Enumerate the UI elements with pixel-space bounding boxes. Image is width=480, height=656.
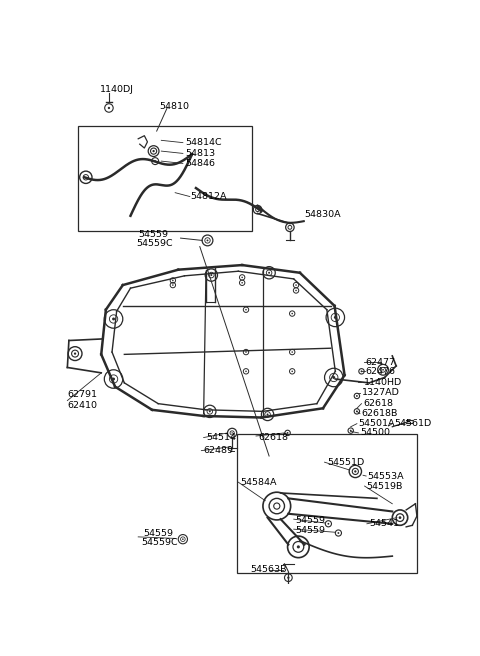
- Text: 62618: 62618: [258, 433, 288, 442]
- Text: 54813: 54813: [185, 149, 216, 158]
- Text: 54830A: 54830A: [304, 210, 341, 218]
- Text: 62791: 62791: [67, 390, 97, 399]
- Text: 54541: 54541: [369, 520, 399, 528]
- Circle shape: [241, 282, 243, 283]
- Circle shape: [360, 371, 362, 372]
- Circle shape: [245, 371, 247, 372]
- Circle shape: [350, 430, 352, 432]
- Circle shape: [291, 352, 293, 353]
- Circle shape: [112, 318, 115, 320]
- Circle shape: [287, 577, 289, 579]
- Circle shape: [112, 378, 115, 380]
- Circle shape: [245, 352, 247, 353]
- Circle shape: [291, 313, 293, 314]
- Text: 62618: 62618: [363, 399, 393, 408]
- Text: 1327AD: 1327AD: [361, 388, 399, 398]
- Circle shape: [291, 371, 293, 372]
- Circle shape: [266, 413, 268, 415]
- Text: 54551D: 54551D: [328, 458, 365, 466]
- Text: 54563B: 54563B: [251, 565, 287, 575]
- Text: 62476: 62476: [365, 367, 396, 376]
- Text: 54559C: 54559C: [141, 538, 178, 546]
- Circle shape: [356, 411, 358, 412]
- Circle shape: [209, 411, 211, 413]
- Text: 54559: 54559: [138, 230, 168, 239]
- Text: 54559C: 54559C: [137, 239, 173, 248]
- Text: 54559: 54559: [295, 526, 325, 535]
- Text: 54814C: 54814C: [185, 138, 222, 147]
- Text: 54559: 54559: [143, 529, 173, 537]
- Text: 54519B: 54519B: [366, 482, 403, 491]
- Bar: [237, 434, 417, 573]
- Circle shape: [398, 516, 401, 519]
- Text: 54812A: 54812A: [191, 192, 227, 201]
- Circle shape: [356, 395, 358, 397]
- Circle shape: [334, 316, 337, 319]
- Text: 1140DJ: 1140DJ: [100, 85, 134, 94]
- Text: 54561D: 54561D: [394, 419, 431, 428]
- Circle shape: [172, 284, 174, 286]
- Circle shape: [295, 290, 297, 291]
- Circle shape: [287, 432, 288, 434]
- Circle shape: [268, 272, 270, 274]
- Text: 1140HD: 1140HD: [364, 378, 402, 386]
- Text: 62489: 62489: [203, 446, 233, 455]
- Circle shape: [182, 539, 184, 540]
- Text: 54501A: 54501A: [359, 419, 395, 428]
- Circle shape: [231, 432, 233, 434]
- Text: 62477: 62477: [365, 358, 396, 367]
- Circle shape: [74, 352, 76, 355]
- Text: 54584A: 54584A: [240, 478, 277, 487]
- Text: 62410: 62410: [67, 401, 97, 410]
- Circle shape: [210, 274, 212, 276]
- Text: 54500: 54500: [360, 428, 390, 438]
- Text: 54553A: 54553A: [368, 472, 404, 481]
- Circle shape: [382, 369, 384, 371]
- Bar: [78, 127, 252, 231]
- Circle shape: [327, 523, 329, 525]
- Circle shape: [172, 279, 174, 281]
- Text: 54514: 54514: [206, 433, 236, 442]
- Text: 62618B: 62618B: [361, 409, 398, 418]
- Circle shape: [206, 239, 208, 241]
- Circle shape: [153, 150, 155, 152]
- Text: 54846: 54846: [185, 159, 215, 168]
- Circle shape: [108, 107, 110, 109]
- Circle shape: [245, 309, 247, 310]
- Circle shape: [337, 532, 339, 534]
- Text: 54559: 54559: [295, 516, 325, 525]
- Circle shape: [354, 470, 357, 472]
- Circle shape: [297, 545, 300, 548]
- Circle shape: [154, 160, 156, 162]
- Text: 54810: 54810: [160, 102, 190, 111]
- Circle shape: [241, 277, 243, 278]
- Circle shape: [295, 284, 297, 286]
- Circle shape: [332, 376, 335, 379]
